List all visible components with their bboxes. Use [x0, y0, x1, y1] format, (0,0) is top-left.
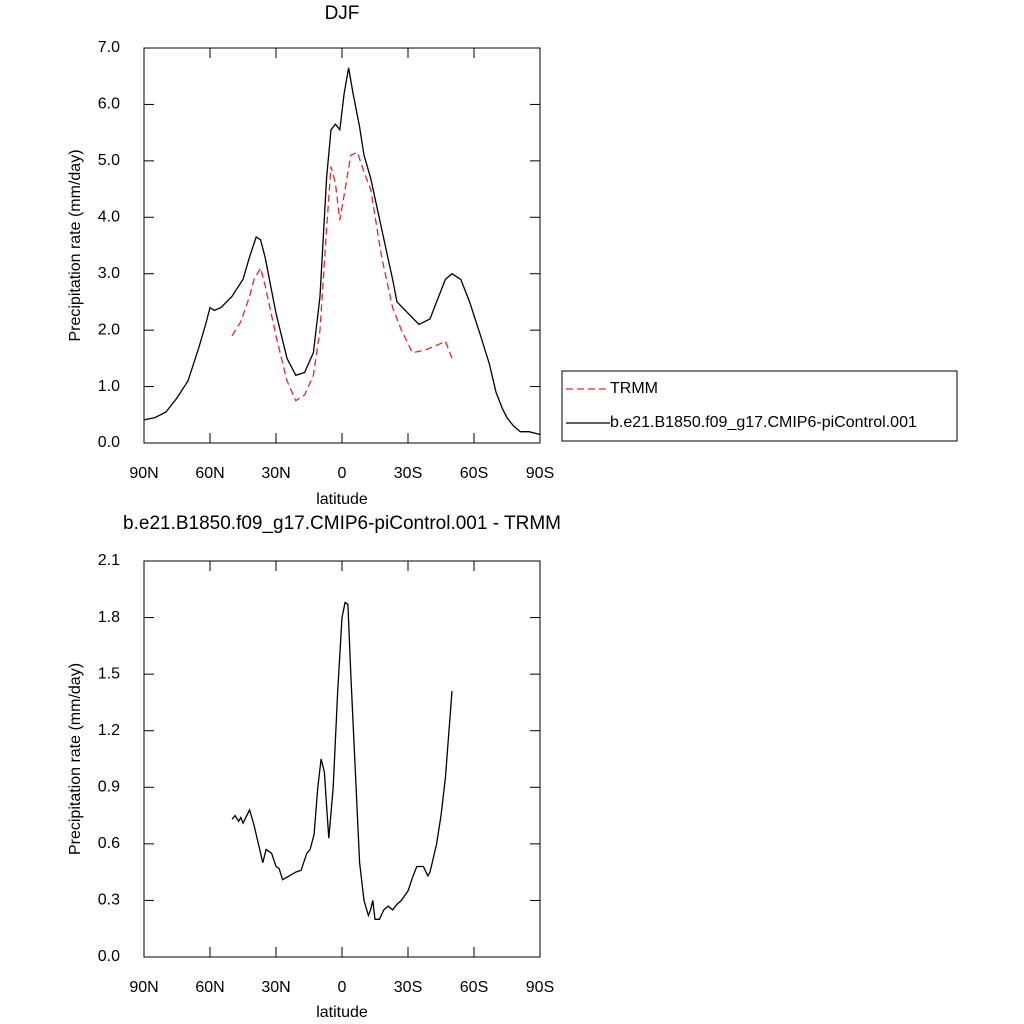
y-tick-label: 4.0 — [98, 209, 120, 226]
y-tick-label: 0.9 — [98, 779, 120, 796]
y-tick-label: 0.0 — [98, 434, 120, 451]
x-tick-label: 90S — [526, 979, 554, 996]
y-axis-label: Precipitation rate (mm/day) — [67, 663, 84, 855]
y-tick-label: 2.1 — [98, 552, 120, 569]
x-tick-label: 30S — [394, 465, 422, 482]
y-tick-label: 1.2 — [98, 722, 120, 739]
chart-title: b.e21.B1850.f09_g17.CMIP6-piControl.001 … — [123, 513, 561, 534]
x-tick-label: 90S — [526, 465, 554, 482]
chart-title: DJF — [325, 3, 360, 24]
x-tick-label: 90N — [129, 979, 158, 996]
y-tick-label: 1.5 — [98, 665, 120, 682]
x-tick-label: 60N — [195, 979, 224, 996]
data-line — [143, 67, 541, 436]
x-tick-label: 0 — [338, 979, 347, 996]
x-tick-label: 90N — [129, 465, 158, 482]
x-tick-label: 60N — [195, 465, 224, 482]
x-tick-label: 60S — [460, 465, 488, 482]
x-tick-label: 60S — [460, 979, 488, 996]
y-tick-label: 2.0 — [98, 321, 120, 338]
y-tick-label: 5.0 — [98, 152, 120, 169]
data-line — [231, 601, 453, 920]
legend-box — [561, 370, 958, 442]
legend-label: b.e21.B1850.f09_g17.CMIP6-piControl.001 — [610, 414, 917, 431]
x-tick-label: 30N — [261, 465, 290, 482]
y-axis-label: Precipitation rate (mm/day) — [67, 149, 84, 341]
y-tick-label: 7.0 — [98, 39, 120, 56]
x-axis-label: latitude — [316, 1004, 368, 1021]
legend-label: TRMM — [610, 380, 658, 397]
y-tick-label: 0.3 — [98, 892, 120, 909]
y-tick-label: 0.0 — [98, 948, 120, 965]
x-tick-label: 30N — [261, 979, 290, 996]
x-tick-label: 30S — [394, 979, 422, 996]
data-line — [231, 151, 453, 402]
x-axis-label: latitude — [316, 491, 368, 508]
y-tick-label: 1.8 — [98, 609, 120, 626]
y-tick-label: 1.0 — [98, 378, 120, 395]
y-tick-label: 0.6 — [98, 835, 120, 852]
y-tick-label: 6.0 — [98, 96, 120, 113]
y-tick-label: 3.0 — [98, 265, 120, 282]
x-tick-label: 0 — [338, 465, 347, 482]
